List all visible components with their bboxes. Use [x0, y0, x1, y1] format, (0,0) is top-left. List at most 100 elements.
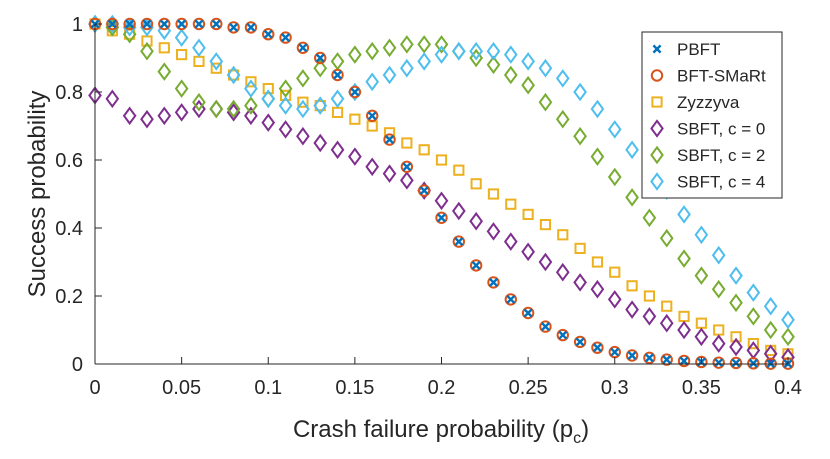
data-point: [453, 164, 465, 176]
data-point: [521, 52, 535, 71]
data-point: [278, 120, 293, 139]
data-point: [365, 72, 380, 92]
data-point: [157, 62, 172, 81]
data-point: [504, 293, 517, 306]
data-point: [244, 106, 258, 126]
data-point: [661, 300, 673, 312]
legend-item: PBFT: [652, 40, 720, 59]
data-point: [454, 237, 464, 247]
data-point: [262, 28, 275, 41]
series-bft-smart: [88, 17, 795, 370]
data-point: [417, 35, 432, 54]
data-point: [122, 106, 137, 126]
data-point: [643, 290, 655, 302]
data-point: [123, 17, 136, 31]
data-point: [176, 49, 188, 61]
data-point: [261, 89, 276, 109]
data-point: [348, 85, 362, 99]
data-point: [642, 208, 657, 228]
data-point: [625, 349, 639, 362]
data-point: [487, 188, 500, 200]
data-point: [677, 354, 691, 368]
data-point: [781, 310, 795, 330]
data-point: [209, 99, 224, 119]
legend-label: PBFT: [677, 40, 720, 59]
data-point: [261, 113, 276, 132]
data-point: [521, 75, 535, 95]
data-point: [140, 41, 154, 61]
data-point: [313, 96, 328, 115]
data-point: [642, 307, 657, 326]
data-point: [296, 126, 310, 146]
data-point: [573, 335, 587, 349]
data-point: [729, 293, 743, 313]
data-point: [573, 82, 587, 102]
data-point: [573, 126, 587, 146]
legend-item: SBFT, c = 0: [650, 119, 765, 139]
data-point: [174, 79, 189, 98]
data-point: [174, 103, 189, 122]
y-tick-label: 1: [72, 14, 83, 36]
data-point: [417, 184, 431, 197]
data-point: [159, 19, 169, 29]
data-point: [489, 277, 498, 287]
data-point: [367, 111, 377, 121]
x-tick-label: 0.15: [335, 377, 374, 399]
data-point: [573, 273, 587, 292]
data-point: [192, 99, 206, 119]
data-point: [729, 356, 743, 370]
data-point: [730, 331, 742, 343]
data-point: [333, 70, 342, 80]
y-tick-label: 0.4: [55, 218, 83, 240]
x-tick-label: 0.25: [509, 377, 548, 399]
data-point: [105, 89, 120, 109]
data-point: [694, 266, 709, 285]
data-point: [625, 188, 639, 207]
data-point: [245, 76, 257, 88]
x-tick-label: 0: [89, 377, 100, 399]
data-point: [711, 279, 726, 299]
data-point: [278, 79, 293, 98]
data-point: [226, 99, 241, 119]
data-point: [330, 140, 345, 160]
data-point: [244, 21, 258, 34]
legend-label: SBFT, c = 0: [677, 120, 765, 139]
data-point: [177, 19, 187, 29]
data-point: [313, 133, 328, 153]
data-point: [315, 53, 325, 63]
data-point: [677, 205, 691, 224]
data-point: [590, 147, 605, 166]
data-point: [556, 328, 569, 342]
data-point: [746, 283, 761, 302]
data-point: [211, 19, 221, 29]
legend-marker: [650, 145, 664, 165]
data-point: [609, 266, 621, 278]
data-point: [469, 259, 483, 272]
data-point: [469, 41, 483, 61]
data-point: [262, 83, 274, 95]
data-point: [400, 160, 414, 174]
data-point: [503, 232, 518, 251]
data-point: [107, 19, 117, 29]
data-point: [660, 353, 673, 366]
data-point: [227, 21, 240, 34]
y-tick-label: 0.8: [55, 82, 83, 104]
data-point: [748, 358, 758, 368]
data-point: [210, 62, 222, 74]
data-point: [644, 353, 654, 363]
series-sbft-c-2: [88, 14, 795, 347]
data-point: [106, 17, 119, 31]
x-axis-label-main: Crash failure probability (p: [293, 416, 573, 443]
data-point: [382, 38, 397, 58]
legend-marker: [650, 69, 664, 82]
data-point: [677, 249, 691, 268]
data-point: [192, 38, 206, 58]
data-point: [575, 337, 585, 347]
data-point: [486, 55, 501, 75]
data-point: [435, 154, 448, 166]
legend-item: SBFT, c = 2: [650, 145, 765, 165]
data-point: [747, 357, 760, 370]
data-point: [383, 127, 396, 139]
data-point: [435, 211, 448, 225]
data-point: [296, 69, 310, 88]
